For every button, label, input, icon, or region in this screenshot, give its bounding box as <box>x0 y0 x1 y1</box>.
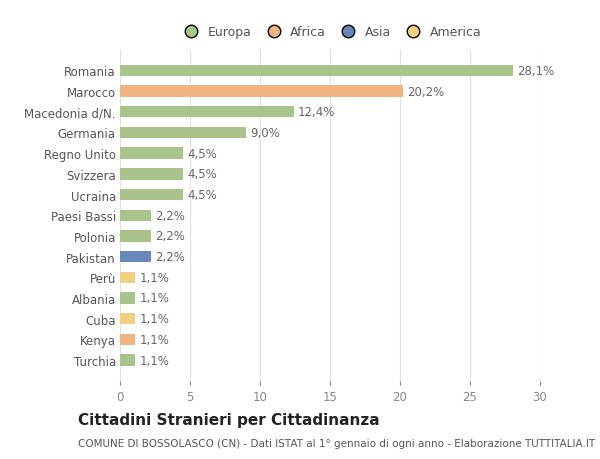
Text: 2,2%: 2,2% <box>155 230 185 243</box>
Text: 4,5%: 4,5% <box>187 189 217 202</box>
Text: 1,1%: 1,1% <box>140 271 169 284</box>
Bar <box>120 66 514 77</box>
Text: 4,5%: 4,5% <box>187 147 217 160</box>
Text: 2,2%: 2,2% <box>155 209 185 222</box>
Text: 1,1%: 1,1% <box>140 292 169 305</box>
Text: 2,2%: 2,2% <box>155 251 185 263</box>
Bar <box>120 355 136 366</box>
Text: 20,2%: 20,2% <box>407 85 444 98</box>
Bar <box>120 272 136 283</box>
Text: 4,5%: 4,5% <box>187 168 217 181</box>
Text: 1,1%: 1,1% <box>140 313 169 325</box>
Bar <box>120 86 403 97</box>
Legend: Europa, Africa, Asia, America: Europa, Africa, Asia, America <box>176 24 484 42</box>
Text: 1,1%: 1,1% <box>140 354 169 367</box>
Bar <box>120 231 151 242</box>
Bar <box>120 313 136 325</box>
Bar <box>120 252 151 263</box>
Bar <box>120 210 151 221</box>
Bar <box>120 169 183 180</box>
Text: 28,1%: 28,1% <box>518 65 555 78</box>
Text: 9,0%: 9,0% <box>250 127 280 140</box>
Bar <box>120 334 136 345</box>
Bar <box>120 190 183 201</box>
Text: COMUNE DI BOSSOLASCO (CN) - Dati ISTAT al 1° gennaio di ogni anno - Elaborazione: COMUNE DI BOSSOLASCO (CN) - Dati ISTAT a… <box>78 438 595 448</box>
Text: 1,1%: 1,1% <box>140 333 169 346</box>
Bar <box>120 148 183 159</box>
Bar <box>120 107 293 118</box>
Text: Cittadini Stranieri per Cittadinanza: Cittadini Stranieri per Cittadinanza <box>78 413 380 428</box>
Bar <box>120 128 246 139</box>
Text: 12,4%: 12,4% <box>298 106 335 119</box>
Bar <box>120 293 136 304</box>
